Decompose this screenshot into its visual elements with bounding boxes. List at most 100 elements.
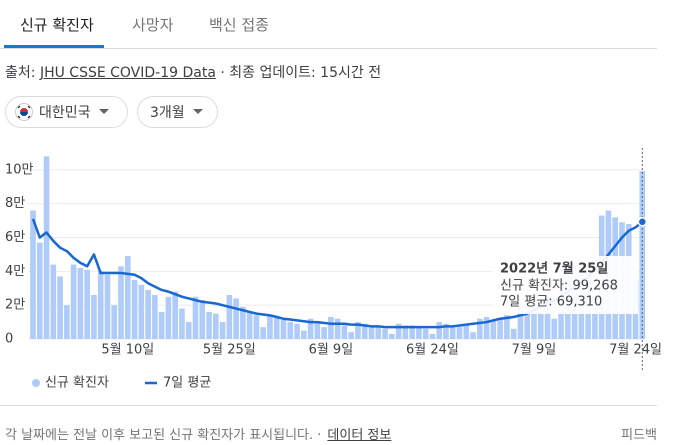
- caret: [192, 109, 203, 114]
- x-tick-label: 6월 24일: [406, 343, 459, 358]
- divider: [0, 405, 657, 406]
- bar: [402, 325, 409, 339]
- bar: [131, 279, 138, 339]
- bar: [118, 266, 124, 339]
- bar: [36, 242, 43, 339]
- bar: [355, 322, 361, 339]
- bar: [192, 296, 199, 339]
- bar: [449, 327, 456, 339]
- bar: [172, 291, 178, 339]
- bar: [307, 318, 314, 339]
- bar: [463, 323, 470, 339]
- bar: [57, 276, 63, 339]
- bar: [111, 305, 118, 339]
- bar: [185, 322, 192, 339]
- bar: [77, 267, 84, 339]
- bar: [517, 306, 524, 339]
- y-tick-label: 4만: [5, 264, 25, 279]
- tab[interactable]: 백신 접종: [209, 16, 269, 34]
- tab[interactable]: 신규 확진자: [20, 16, 94, 34]
- bar: [510, 328, 517, 339]
- tab[interactable]: 사망자: [132, 16, 174, 34]
- legend-label: 7일 평균: [163, 376, 211, 391]
- bar: [490, 320, 497, 339]
- legend-swatch: [32, 379, 40, 387]
- bar: [219, 322, 226, 339]
- country-dropdown[interactable]: 대한민국: [5, 96, 128, 128]
- source-line: 출처: JHU CSSE COVID-19 Data · 최종 업데이트: 15…: [5, 62, 381, 82]
- bar: [30, 210, 36, 339]
- y-tick-label: 2만: [5, 298, 25, 313]
- bar: [368, 325, 375, 339]
- bar: [267, 315, 273, 339]
- bar: [280, 318, 287, 339]
- bar: [273, 317, 280, 339]
- bar: [375, 327, 382, 339]
- bar: [497, 318, 503, 339]
- bar: [206, 311, 212, 339]
- bar: [422, 328, 429, 339]
- bar: [537, 305, 544, 339]
- bar: [443, 323, 449, 339]
- y-tick-label: 6만: [5, 230, 25, 245]
- bar: [124, 256, 131, 339]
- bar: [260, 327, 266, 339]
- bar: [592, 295, 598, 339]
- y-tick-label: 8만: [5, 196, 25, 211]
- bar: [70, 264, 77, 339]
- tooltip-line: 7일 평균: 69,310: [500, 295, 602, 310]
- bar: [97, 271, 104, 339]
- bar: [477, 318, 483, 339]
- bar: [50, 264, 57, 339]
- bar: [321, 327, 327, 339]
- chart: 0 2만 4만 6만 8만 10만 5월 10일 5월 25일 6월 9일 6월 24일 7월 9일…: [5, 148, 662, 391]
- bar: [287, 322, 294, 339]
- bar: [84, 269, 90, 339]
- bar: [328, 317, 334, 339]
- hover-point: [637, 217, 648, 227]
- y-tick-label: 0: [5, 332, 13, 347]
- bar: [253, 315, 260, 339]
- bar: [64, 305, 70, 339]
- note: 각 날짜에는 전날 이후 보고된 신규 확진자가 표시됩니다. ·: [5, 428, 322, 443]
- bar: [91, 295, 97, 339]
- data-info-link[interactable]: 데이터 정보: [327, 428, 392, 443]
- bar: [179, 308, 185, 339]
- flag-icon: [15, 103, 33, 121]
- bar: [483, 317, 490, 339]
- bar: [524, 305, 531, 339]
- bar: [158, 311, 165, 339]
- bar: [456, 327, 463, 339]
- caret: [98, 109, 109, 114]
- range-dropdown[interactable]: 3개월: [137, 96, 218, 128]
- update-time: · 최종 업데이트: 15시간 전: [220, 65, 382, 81]
- bar: [145, 289, 151, 339]
- bar: [165, 296, 172, 339]
- feedback-link[interactable]: 피드백: [621, 428, 657, 443]
- bar: [138, 284, 145, 339]
- bar: [212, 313, 219, 339]
- bar: [544, 295, 551, 339]
- bar: [104, 274, 111, 339]
- tab-indicator: [4, 45, 104, 48]
- y-tick-label: 10만: [5, 162, 34, 177]
- bar: [314, 322, 321, 339]
- bar: [226, 295, 233, 339]
- x-tick-label: 7월 9일: [512, 343, 557, 358]
- legend-label: 신규 확진자: [45, 376, 109, 391]
- x-tick-label: 6월 9일: [309, 343, 354, 358]
- x-tick-label: 5월 25일: [203, 343, 256, 358]
- source-label: 출처:: [5, 65, 36, 81]
- tooltip-box: [492, 256, 638, 314]
- bar: [382, 328, 388, 339]
- bar: [240, 306, 246, 339]
- bar: [504, 315, 510, 339]
- x-tick-label: 5월 10일: [101, 343, 154, 358]
- footer-note: 각 날짜에는 전날 이후 보고된 신규 확진자가 표시됩니다. · 데이터 정보: [5, 424, 391, 443]
- bar: [348, 332, 354, 339]
- bar: [551, 318, 558, 339]
- tooltip-date: 2022년 7월 25일: [500, 261, 608, 277]
- source-link[interactable]: JHU CSSE COVID-19 Data: [39, 65, 216, 81]
